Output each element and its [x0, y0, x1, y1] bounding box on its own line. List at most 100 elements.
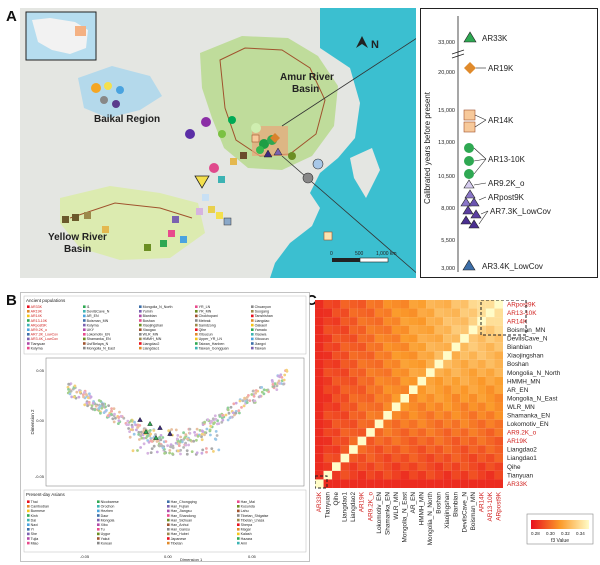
heatmap-col-label: Boisman_MN — [470, 492, 477, 531]
heatmap-cell — [366, 453, 375, 463]
heatmap-cell — [340, 394, 350, 403]
heatmap-cell — [391, 428, 401, 437]
heatmap-cell — [494, 342, 503, 352]
legend-entry: Yi — [31, 528, 34, 532]
pca-point — [88, 392, 91, 396]
heatmap-cell — [477, 470, 486, 480]
pca-point — [119, 414, 123, 418]
heatmap-cell — [485, 470, 495, 480]
legend-swatch — [97, 532, 100, 536]
legend-entry: Tanshishan — [255, 314, 273, 318]
heatmap-cell — [468, 325, 478, 335]
heatmap-cell — [460, 419, 469, 429]
heatmap-cell — [468, 368, 478, 377]
heatmap-cell — [383, 351, 392, 360]
pca-point — [152, 444, 156, 448]
sample-marker — [84, 212, 91, 219]
legend-entry: Suogang — [255, 310, 269, 314]
heatmap-cell — [409, 436, 418, 446]
pca-point — [229, 405, 233, 409]
legend-swatch — [27, 532, 30, 536]
legend-swatch — [251, 328, 254, 331]
heatmap-cell — [485, 445, 495, 454]
legend-entry: WLR_MN — [143, 333, 159, 337]
pca-point — [201, 429, 205, 433]
legend-entry: Uygur — [101, 532, 111, 536]
heatmap-cell — [400, 342, 409, 352]
heatmap-cell — [468, 436, 478, 446]
legend-swatch — [97, 528, 100, 531]
pca-point — [93, 408, 97, 412]
legend-entry: UKY — [87, 328, 95, 332]
heatmap-cell — [349, 334, 358, 343]
pca-point — [163, 451, 167, 455]
heatmap-cell — [468, 300, 478, 309]
heatmap-cell — [340, 453, 350, 463]
heatmap-cell — [451, 359, 461, 369]
legend-entry: Samdzong — [199, 323, 216, 327]
pca-point — [215, 434, 219, 437]
legend-entry: AR7.3K_LowCov — [31, 333, 59, 337]
pca-point — [210, 447, 214, 450]
heatmap-cell — [366, 376, 375, 386]
heatmap-cell — [434, 402, 444, 412]
heatmap-cell — [468, 402, 478, 412]
heatmap-cell — [332, 453, 341, 463]
leader-ar73k — [480, 210, 489, 215]
heatmap-cell — [460, 308, 469, 318]
heatmap-cell — [374, 394, 384, 403]
heatmap-cell — [366, 342, 375, 352]
heatmap-cell — [323, 470, 333, 480]
heatmap-cell — [468, 308, 478, 318]
legend-swatch — [27, 500, 30, 503]
legend-swatch — [27, 528, 30, 531]
amur-label-2: Basin — [292, 84, 319, 95]
pca-point — [90, 404, 94, 407]
heatmap-cell — [383, 402, 392, 412]
heatmap-cell — [323, 351, 333, 360]
heatmap-cell — [323, 419, 333, 429]
legend-entry: Xitoucun — [255, 337, 269, 341]
timeline-ticks: 33,000 20,000 15,000 13,000 10,500 8,000… — [438, 40, 455, 272]
pca-point — [82, 395, 85, 399]
heatmap-row-label: Liangdao1 — [507, 455, 537, 462]
legend-entry: Han_Jiangsu — [171, 509, 192, 513]
heatmap-cell — [340, 376, 350, 386]
tick-20000: 20,000 — [438, 70, 455, 76]
legend-entry: Dai — [31, 518, 37, 522]
pca-point — [234, 411, 238, 415]
heatmap-cell — [323, 402, 333, 412]
legend-entry: Boshan — [143, 319, 155, 323]
heatmap-cell — [400, 411, 409, 420]
heatmap-cell — [332, 300, 341, 309]
sample-marker — [100, 96, 108, 104]
heatmap-cell — [468, 385, 478, 394]
legend-swatch — [27, 346, 30, 350]
heatmap-cell — [366, 325, 375, 335]
heatmap-cell — [417, 359, 427, 369]
heatmap-cell — [468, 376, 478, 386]
legend-entry: Magar — [241, 528, 252, 532]
amur-outline — [219, 47, 326, 157]
heatmap-cell — [460, 394, 469, 403]
ancient-legend-title: Ancient populations — [26, 298, 66, 303]
heatmap-cell — [332, 411, 341, 420]
heatmap-cell — [477, 445, 486, 454]
heatmap-cell — [443, 300, 452, 309]
legend-entry: AR14K — [31, 314, 43, 318]
legend-swatch — [237, 528, 240, 531]
sample-marker — [102, 226, 109, 233]
heatmap-cell — [494, 325, 503, 335]
tick-13000: 13,000 — [438, 140, 455, 146]
pca-point — [203, 433, 206, 437]
label-ar33k: AR33K — [482, 34, 508, 43]
tick-10500: 10,500 — [438, 174, 455, 180]
heatmap-cell — [417, 402, 427, 412]
pca-point — [198, 429, 202, 432]
heatmap-cell — [417, 317, 427, 326]
heatmap-cell — [366, 470, 375, 480]
pca-point — [214, 417, 218, 421]
heatmap-cell — [400, 334, 409, 343]
pca-point — [87, 396, 90, 400]
heatmap-cell — [485, 394, 495, 403]
